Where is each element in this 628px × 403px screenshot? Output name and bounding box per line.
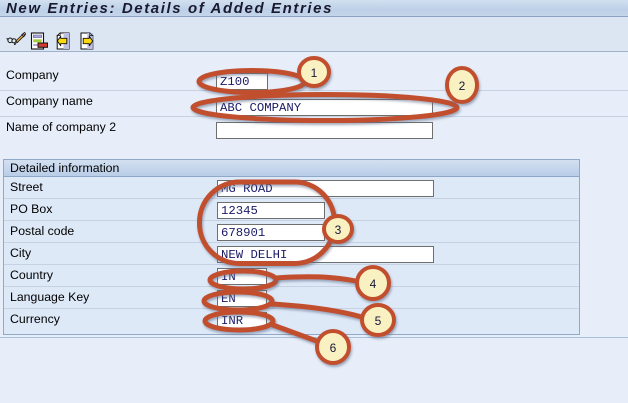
svg-text:6: 6 bbox=[330, 341, 337, 355]
